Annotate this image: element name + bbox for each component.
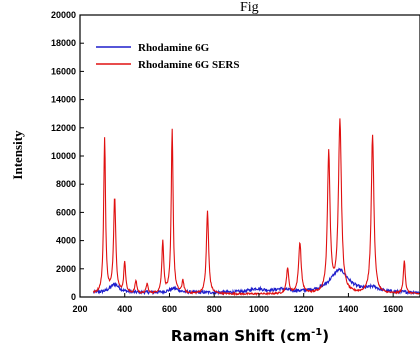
top-caption-fragment: Fig — [240, 0, 259, 15]
x-tick-label: 800 — [207, 304, 222, 314]
x-tick-label: 1400 — [338, 304, 358, 314]
legend-label: Rhodamine 6G SERS — [138, 59, 239, 71]
legend: Rhodamine 6G Rhodamine 6G SERS — [96, 42, 239, 71]
x-tick-label: 600 — [162, 304, 177, 314]
y-tick-label: 18000 — [51, 38, 76, 48]
y-tick-label: 6000 — [56, 207, 76, 217]
plot-frame — [79, 14, 420, 298]
series-line-rhodamine-6g-sers — [92, 118, 420, 297]
x-axis: 200 400 600 800 1000 1200 1400 1600 — [72, 293, 403, 314]
y-tick-label: 8000 — [56, 179, 76, 189]
y-tick-label: 20000 — [51, 10, 76, 20]
x-tick-label: 200 — [72, 304, 87, 314]
y-tick-label: 2000 — [56, 264, 76, 274]
x-tick-label: 1600 — [383, 304, 403, 314]
x-axis-label: Raman Shift (cm-1) — [171, 327, 329, 345]
y-tick-label: 16000 — [51, 66, 76, 76]
legend-label: Rhodamine 6G — [138, 42, 210, 54]
y-axis: 0 2000 4000 6000 8000 10000 12000 14000 16000 180… — [51, 10, 84, 302]
plot-area — [92, 118, 420, 297]
x-axis-label-main: Raman Shift (cm — [171, 327, 311, 345]
y-tick-label: 14000 — [51, 95, 76, 105]
y-tick-label: 12000 — [51, 123, 76, 133]
x-tick-label: 1200 — [294, 304, 314, 314]
x-axis-label-close: ) — [322, 327, 329, 345]
x-tick-label: 400 — [117, 304, 132, 314]
x-tick-label: 1000 — [249, 304, 269, 314]
series-line-rhodamine-6g — [92, 267, 420, 296]
y-axis-label: Intensity — [10, 130, 25, 180]
y-tick-label: 10000 — [51, 151, 76, 161]
x-axis-label-superscript: -1 — [311, 327, 322, 338]
y-tick-label: 0 — [71, 292, 76, 302]
y-tick-label: 4000 — [56, 236, 76, 246]
